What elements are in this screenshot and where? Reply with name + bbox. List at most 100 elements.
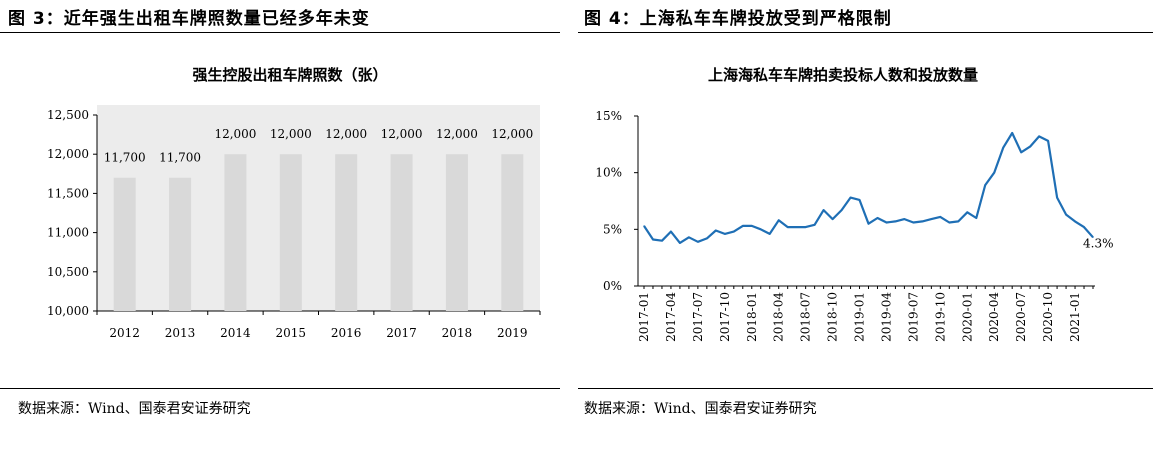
data-point bbox=[742, 225, 744, 227]
data-point bbox=[814, 224, 816, 226]
data-point bbox=[1056, 197, 1058, 199]
data-point bbox=[769, 233, 771, 235]
x-tick-label: 2020-10 bbox=[1041, 292, 1055, 342]
data-point bbox=[957, 220, 959, 222]
data-label: 11,700 bbox=[159, 151, 201, 165]
data-point bbox=[751, 225, 753, 227]
data-point bbox=[885, 221, 888, 224]
data-point bbox=[805, 226, 807, 228]
data-point bbox=[679, 242, 681, 244]
y-tick-label: 12,500 bbox=[47, 108, 89, 122]
bar bbox=[335, 154, 358, 311]
line-chart: 上海海私车车牌拍卖投标人数和投放数量 0% 5% 10% 15% 2017-01 2017… bbox=[595, 66, 1114, 342]
x-tick-label: 2020-01 bbox=[960, 292, 974, 342]
bottom-rule bbox=[0, 388, 560, 389]
x-tick-label: 2019-10 bbox=[933, 292, 947, 342]
x-tick-label: 2018-07 bbox=[799, 292, 813, 342]
x-tick-label: 2017-04 bbox=[664, 292, 678, 342]
data-point bbox=[1092, 236, 1094, 238]
data-point bbox=[1065, 214, 1067, 216]
data-point bbox=[993, 172, 995, 174]
x-tick-label: 2017 bbox=[386, 326, 417, 340]
data-point bbox=[849, 197, 852, 199]
x-tick-label: 2018-01 bbox=[745, 292, 759, 342]
chart-title: 强生控股出租车牌照数（张） bbox=[192, 66, 387, 84]
data-point bbox=[1029, 146, 1031, 148]
left-panel: 图 3：近年强生出租车牌照数量已经多年未变 强生控股出租车牌照数（张） 10,0… bbox=[0, 0, 560, 450]
data-point bbox=[643, 225, 645, 227]
data-point bbox=[670, 231, 672, 233]
bar bbox=[279, 154, 302, 311]
y-tick-label: 11,000 bbox=[47, 226, 89, 240]
data-point bbox=[1047, 140, 1049, 142]
data-point bbox=[724, 233, 726, 235]
x-tick-label: 2017-07 bbox=[691, 292, 705, 342]
data-point bbox=[796, 226, 798, 228]
y-tick-label: 10% bbox=[595, 166, 622, 180]
data-point bbox=[858, 199, 861, 201]
data-point bbox=[930, 218, 932, 220]
top-rule bbox=[0, 32, 560, 33]
data-point bbox=[975, 217, 977, 219]
y-tick-label: 10,000 bbox=[47, 304, 89, 318]
x-tick-label: 2015 bbox=[276, 326, 307, 340]
data-point bbox=[688, 236, 690, 238]
x-tick-label: 2016 bbox=[331, 326, 362, 340]
data-point bbox=[984, 184, 986, 186]
data-point bbox=[1083, 226, 1085, 228]
data-point bbox=[823, 209, 825, 211]
data-point bbox=[867, 223, 870, 225]
bar bbox=[169, 177, 192, 311]
figure-title: 图 3：近年强生出租车牌照数量已经多年未变 bbox=[8, 9, 370, 29]
data-label: 12,000 bbox=[436, 127, 478, 141]
data-point bbox=[1020, 151, 1022, 153]
bar bbox=[224, 154, 247, 311]
data-point bbox=[1011, 132, 1013, 134]
bar bbox=[390, 154, 413, 311]
source-note: 数据来源：Wind、国泰君安证券研究 bbox=[584, 401, 817, 417]
x-tick-label: 2012 bbox=[109, 326, 140, 340]
data-point bbox=[1074, 220, 1076, 222]
figure-title: 图 4：上海私车车牌投放受到严格限制 bbox=[584, 9, 892, 29]
x-tick-label: 2020-04 bbox=[987, 292, 1001, 342]
data-point bbox=[912, 221, 914, 224]
right-panel: 图 4：上海私车车牌投放受到严格限制 上海海私车车牌拍卖投标人数和投放数量 0%… bbox=[578, 0, 1153, 450]
data-point bbox=[706, 237, 708, 239]
data-point bbox=[939, 216, 941, 218]
data-point bbox=[840, 209, 843, 211]
y-tick-label: 10,500 bbox=[47, 265, 89, 279]
chart-title: 上海海私车车牌拍卖投标人数和投放数量 bbox=[708, 66, 978, 84]
data-point bbox=[778, 219, 780, 221]
data-point bbox=[715, 229, 717, 232]
data-point bbox=[1038, 135, 1040, 137]
x-tick-label: 2018-10 bbox=[826, 292, 840, 342]
data-label: 11,700 bbox=[104, 151, 146, 165]
x-tick-label: 2013 bbox=[165, 326, 196, 340]
bar bbox=[113, 177, 136, 311]
end-value-label: 4.3% bbox=[1083, 236, 1114, 250]
data-point bbox=[787, 226, 789, 228]
series-line bbox=[643, 131, 1094, 244]
y-tick-label: 11,500 bbox=[47, 186, 89, 200]
y-tick-label: 5% bbox=[603, 222, 622, 236]
x-tick-label: 2019-07 bbox=[906, 292, 920, 342]
data-label: 12,000 bbox=[270, 127, 312, 141]
data-point bbox=[661, 240, 663, 242]
data-point bbox=[652, 238, 654, 241]
data-point bbox=[831, 218, 834, 220]
x-tick-label: 2018 bbox=[442, 326, 473, 340]
y-tick-label: 15% bbox=[595, 109, 622, 123]
bar bbox=[501, 154, 524, 311]
y-tick-label: 12,000 bbox=[47, 147, 89, 161]
bottom-rule bbox=[578, 388, 1153, 389]
bar bbox=[445, 154, 468, 311]
x-tick-label: 2017-10 bbox=[718, 292, 732, 342]
data-label: 12,000 bbox=[325, 127, 367, 141]
x-tick-label: 2019-01 bbox=[853, 292, 867, 342]
x-tick-label: 2021-01 bbox=[1068, 292, 1082, 342]
data-point bbox=[921, 220, 923, 222]
data-point bbox=[966, 211, 968, 213]
data-point bbox=[733, 231, 735, 233]
x-tick-label: 2020-07 bbox=[1014, 292, 1028, 342]
bar-chart: 强生控股出租车牌照数（张） 10,000 10,500 11,000 11,500 12… bbox=[47, 66, 541, 340]
